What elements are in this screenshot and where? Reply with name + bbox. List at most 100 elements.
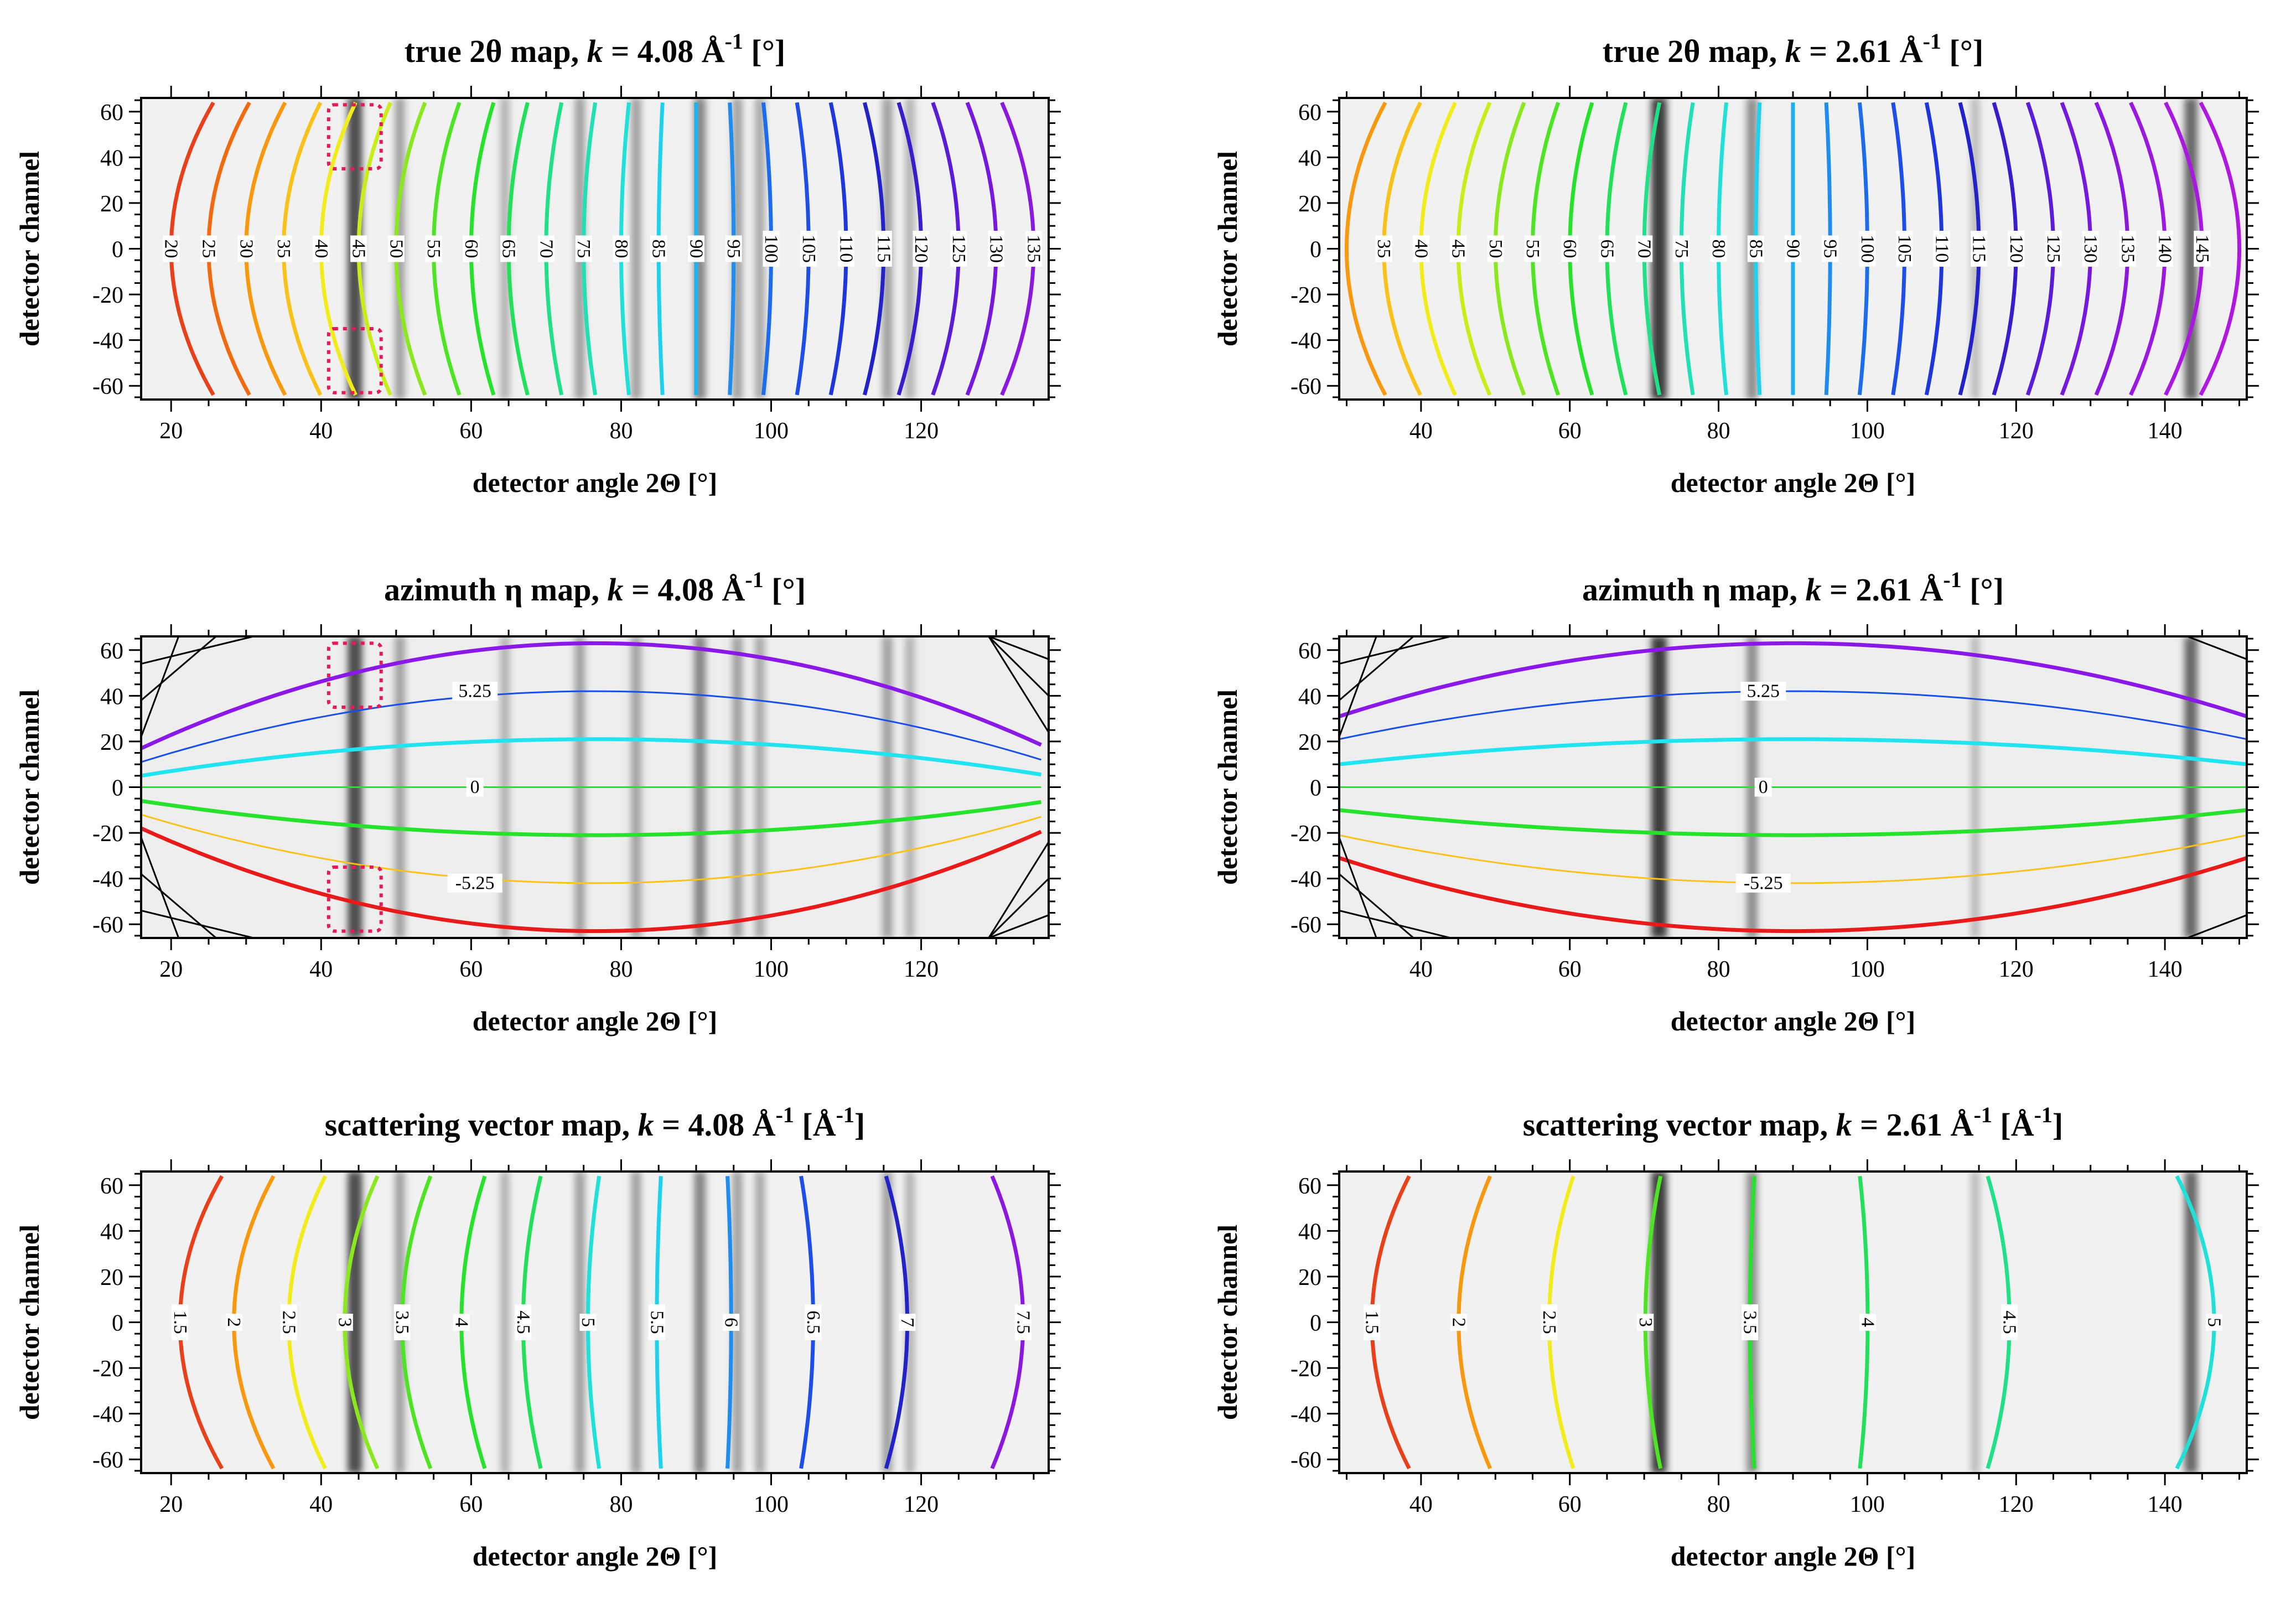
title-k: k (1836, 1107, 1852, 1143)
y-tick-label: 20 (100, 730, 123, 755)
contour-label-text: 1.5 (170, 1310, 190, 1334)
contour-line (141, 636, 217, 701)
y-tick-label: -40 (1290, 1402, 1321, 1428)
y-tick-label: 60 (100, 1174, 123, 1199)
contour-label-box (1859, 1314, 1876, 1331)
y-axis: -60 -40 -20 0 20 40 60 (1290, 99, 2259, 400)
contour-label-text: 6.5 (803, 1310, 823, 1334)
contour-label-box (899, 1314, 916, 1331)
highlight-box (326, 865, 383, 933)
contour-line (1339, 837, 1377, 938)
y-axis: -60 -40 -20 0 20 40 60 (92, 99, 1061, 400)
contour-label-box (1673, 235, 1690, 262)
x-tick-label: 140 (2148, 957, 2183, 982)
contour-label-box (2194, 231, 2211, 267)
title-superscript: -1 (776, 1102, 794, 1127)
diffraction-band (2184, 1171, 2197, 1473)
title-text: true 2θ map, (1603, 33, 1785, 69)
y-tick-label: -20 (92, 821, 123, 847)
contour-label-box (1636, 235, 1653, 262)
y-axis-label: detector channel (14, 690, 45, 885)
contour-label: 40 (1411, 235, 1431, 262)
diffraction-band (631, 1171, 641, 1473)
contour-label-text: 65 (499, 240, 519, 258)
contour-label-box (650, 235, 667, 262)
panel-title: true 2θ map, k = 4.08 Å-1 [°] (405, 29, 786, 69)
contour-label: 2.5 (1539, 1304, 1559, 1340)
contour-label-box (1364, 1304, 1381, 1340)
x-tick-label: 20 (159, 1492, 183, 1517)
panel-3: 5.25 0 -5.25 20 40 60 80 100 120 -60 -40 -20 0 20 40 60… (14, 567, 1061, 1036)
y-tick-label: 20 (100, 191, 123, 217)
contour-label: 75 (573, 235, 594, 262)
contour-label-box (1822, 235, 1839, 262)
contour-label-box (200, 235, 217, 262)
y-tick-label: 0 (1310, 237, 1321, 263)
contour-label-box (2157, 231, 2174, 267)
title-k: k (587, 33, 603, 69)
contour-label: 3.5 (1740, 1304, 1760, 1340)
contour-label-text: 2.5 (1539, 1310, 1559, 1334)
contour-label: 100 (1857, 231, 1878, 267)
contour-label-box (466, 777, 484, 797)
panel-6: 1.5 2 2.5 3 3.5 4 4.5 5 40 60 80 100 120 140 -60 -40 -20… (1212, 1102, 2259, 1572)
contour-label-text: 3 (334, 1318, 355, 1327)
x-axis: 20 40 60 80 100 120 (159, 86, 1035, 444)
y-axis: -60 -40 -20 0 20 40 60 (92, 1173, 1061, 1473)
contour-label: 2 (1448, 1314, 1469, 1331)
contour-line (1339, 737, 2247, 766)
contour-label-text: 2 (224, 1318, 244, 1327)
y-tick-label: 40 (100, 146, 123, 171)
contour-label-box (1747, 235, 1764, 262)
contour-label-box (875, 231, 892, 267)
contour-label: 135 (2117, 231, 2138, 267)
contour-label: 85 (649, 235, 669, 262)
x-axis: 20 40 60 80 100 120 (159, 1159, 1035, 1517)
contour-label-box (387, 235, 405, 262)
x-tick-label: 100 (754, 957, 789, 982)
x-tick-label: 80 (1707, 957, 1730, 982)
contour-label-box (1524, 235, 1541, 262)
contour-label-box (579, 1314, 597, 1331)
contour-label-text: 7 (897, 1318, 918, 1327)
x-tick-label: 120 (1999, 418, 2034, 444)
contour-label-box (1561, 235, 1578, 262)
contour-label-box (425, 235, 442, 262)
x-axis: 40 60 80 100 120 140 (1345, 86, 2241, 444)
title-text: azimuth η map, (1582, 572, 1806, 608)
x-tick-label: 20 (159, 418, 183, 444)
contour-label-box (1412, 235, 1429, 262)
plot-area (1339, 636, 2247, 938)
contour-label-text: 5.25 (1746, 681, 1780, 702)
contour-label-box (687, 235, 704, 262)
contour-label-text: 110 (1931, 235, 1952, 263)
contour-label: 7 (897, 1314, 918, 1331)
contour-label-text: 50 (1485, 240, 1506, 258)
panel-5: 1.5 2 2.5 3 3.5 4 4.5 5 5.5 6 6.5 7 7.5 20 40 60 80 100 12… (14, 1102, 1061, 1572)
x-tick-label: 140 (2148, 418, 2183, 444)
contour-line (988, 636, 1049, 660)
y-tick-label: -40 (92, 329, 123, 354)
title-unit: [Å (1992, 1107, 2034, 1143)
contour-label-box (1735, 873, 1791, 893)
contour-label-text: 45 (1448, 240, 1469, 258)
title-superscript: -1 (725, 29, 743, 54)
contour-label-text: 105 (799, 235, 819, 263)
x-tick-label: 100 (754, 1492, 789, 1517)
contour-label: 5.5 (646, 1304, 667, 1340)
contour-label-box (1541, 1304, 1558, 1340)
contour-label-text: 20 (161, 240, 182, 258)
x-tick-label: 120 (904, 418, 939, 444)
x-tick-label: 60 (1558, 418, 1582, 444)
title-k: k (1805, 572, 1821, 608)
contour-label-text: 3.5 (392, 1310, 412, 1334)
contour-lines (1339, 641, 2247, 934)
contour-label: 125 (2043, 231, 2064, 267)
y-tick-label: 0 (112, 776, 123, 801)
contour-line (2186, 914, 2247, 938)
contour-label-box (275, 235, 292, 262)
title-value: = 2.61 Å (1801, 33, 1923, 69)
x-axis-label: detector angle 2Θ [°] (473, 467, 718, 498)
contour-label-text: 0 (1759, 777, 1768, 797)
contour-label-box (336, 1314, 353, 1331)
